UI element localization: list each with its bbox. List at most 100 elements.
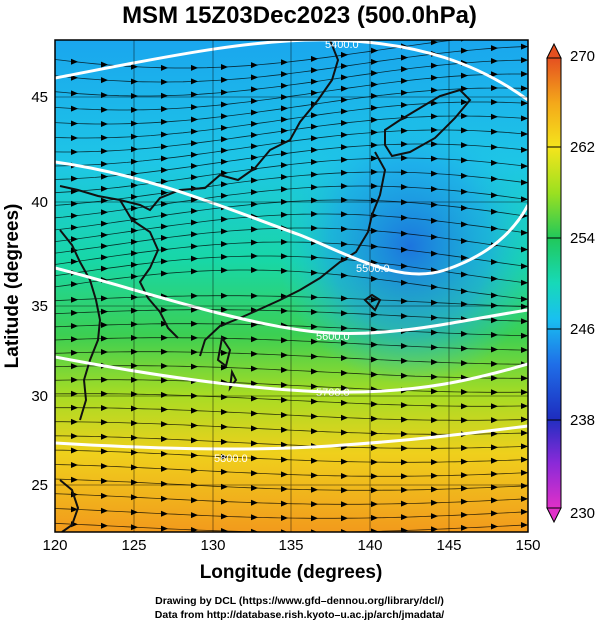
streamline-arrow [491,403,498,410]
streamline-arrow [521,196,528,203]
streamline-arrow [431,359,438,366]
streamline-arrow [431,388,438,395]
contour-labels: 5400.0 5500.0 5600.0 5700.0 5800.0 [214,39,390,465]
streamline-arrow [161,307,168,314]
streamline-arrow [461,472,468,479]
streamline-arrow [251,455,258,462]
streamline-arrow [311,338,318,345]
streamline-arrow [131,464,138,471]
streamline-arrow [491,58,498,65]
streamline-arrow [311,353,318,360]
streamline-arrow [161,64,168,71]
streamline-arrow [221,423,228,430]
streamline-arrow [161,495,168,502]
streamline-arrow [461,99,468,106]
streamline-arrow [221,89,228,96]
streamline-arrow [221,408,228,415]
streamline-arrow [161,212,168,219]
streamline-arrow [251,201,258,208]
streamline-arrow [431,373,438,380]
streamline-arrow [521,30,528,36]
streamline-arrow [371,155,378,162]
streamline-arrow [101,376,108,383]
streamline-arrow [161,421,168,428]
streamline-arrow [131,182,138,189]
streamline-arrow [281,116,288,123]
streamline-arrow [71,390,78,397]
plot-frame [54,39,529,533]
streamline-arrow [461,72,468,79]
x-tick-label: 140 [357,537,382,554]
streamline-arrow [371,129,378,136]
streamline-arrow [251,514,258,521]
streamline-arrow [401,279,408,286]
streamline-arrow [521,279,528,286]
streamline-arrow [461,85,468,92]
streamline-arrow [491,510,498,517]
streamline-arrow [221,267,228,274]
streamline-arrow [101,209,108,216]
streamline-arrow [131,294,138,301]
streamline-arrow [101,231,108,238]
streamline-arrow [341,458,348,465]
streamline-arrow [431,284,438,291]
streamline-arrow [71,323,78,330]
streamline-arrow [341,108,348,115]
streamline-arrow [521,115,528,122]
streamline-arrow [131,170,138,177]
streamline-arrow [131,227,138,234]
streamline-arrow [461,458,468,465]
streamline-arrow [101,492,108,499]
streamline-arrow [221,158,228,165]
streamline-arrow [491,317,498,324]
streamline-arrow [191,292,198,299]
streamline-arrow [431,499,438,506]
streamline-arrow [401,402,408,409]
streamline-arrow [491,113,498,120]
streamline-arrow [191,243,198,250]
streamline-arrow [191,163,198,170]
streamline-arrow [221,216,228,223]
streamline-arrow [401,230,408,237]
streamline-arrow [281,59,288,66]
streamline-arrow [461,403,468,410]
streamline-arrow [371,473,378,480]
streamline-arrow [131,376,138,383]
streamline-arrow [71,363,78,370]
streamline-arrow [101,419,108,426]
streamline-arrow [341,85,348,92]
streamline-arrow [431,234,438,241]
streamline-arrow [521,57,528,64]
streamline-arrow [251,499,258,506]
streamline-arrow [281,239,288,246]
streamline-arrow [131,405,138,412]
streamline-arrow [221,513,228,520]
streamline-arrow [341,156,348,163]
colorbar-tick-label: 254 [570,230,595,247]
streamline-arrow [491,71,498,78]
credit-line-dcl: Drawing by DCL (https://www.gfd–dennou.o… [155,595,444,607]
streamline-arrow [101,404,108,411]
streamline-arrow [191,306,198,313]
streamline-arrow [161,131,168,138]
streamline-arrow [311,515,318,522]
streamline-arrow [371,169,378,176]
streamline-arrow [281,426,288,433]
streamline-arrow [281,186,288,193]
streamline-arrow [281,500,288,507]
streamline-arrow [71,376,78,383]
streamline-arrow [521,100,528,107]
x-tick-label: 135 [278,537,303,554]
streamline-arrow [71,58,78,65]
streamline-arrow [371,487,378,494]
streamline-arrow [491,346,498,353]
streamline-arrow [311,428,318,435]
streamline-arrow [191,363,198,370]
streamline-arrow [281,352,288,359]
streamline-arrow [371,47,378,54]
streamline-arrow [101,77,108,84]
colorbar-tick-label: 238 [570,412,595,429]
streamline-arrow [131,307,138,314]
streamline-arrow [401,77,408,84]
streamline-arrow [71,447,78,454]
